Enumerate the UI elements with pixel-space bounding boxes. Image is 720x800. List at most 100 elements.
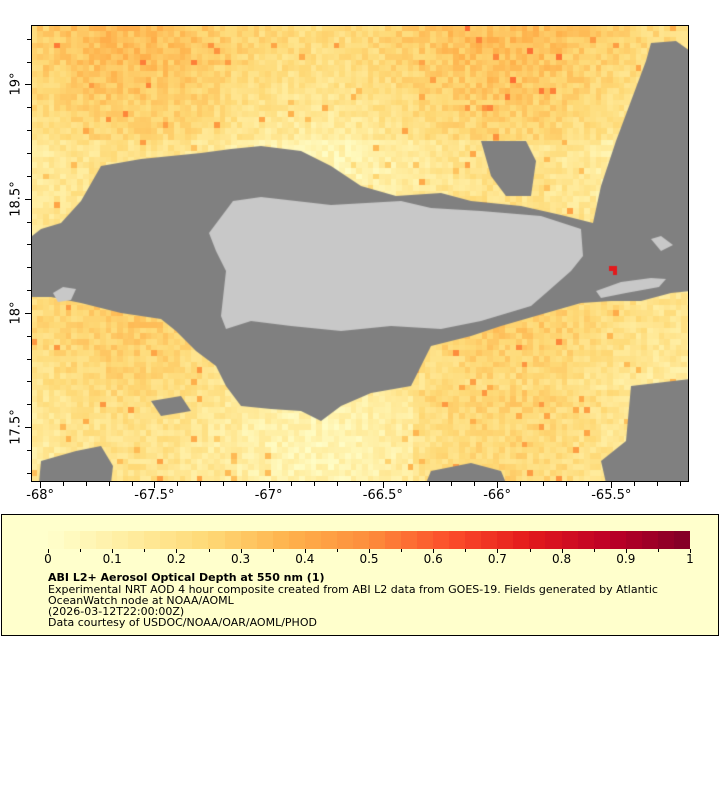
y-axis-tick xyxy=(27,61,31,63)
colorbar-tick xyxy=(369,549,370,553)
x-axis-tick xyxy=(177,482,179,486)
legend-time: (2026-03-12T22:00:00Z) xyxy=(48,605,185,618)
colorbar-segment xyxy=(561,531,578,549)
aod-map xyxy=(31,25,689,482)
y-axis-tick xyxy=(27,381,31,383)
colorbar-segment xyxy=(64,531,81,549)
colorbar-label: 0.1 xyxy=(102,552,122,566)
colorbar-segment xyxy=(609,531,626,549)
colorbar-tick xyxy=(657,549,659,552)
colorbar-segment xyxy=(545,531,562,549)
colorbar-segment xyxy=(641,531,658,549)
colorbar-segment xyxy=(384,531,402,549)
y-axis-tick xyxy=(27,38,31,40)
colorbar-segment xyxy=(80,531,97,549)
y-axis-tick xyxy=(27,335,31,337)
colorbar-tick xyxy=(465,549,467,552)
colorbar-segment xyxy=(433,531,450,549)
x-axis-tick xyxy=(634,482,636,486)
colorbar-segment xyxy=(368,531,385,549)
y-axis-tick xyxy=(27,107,31,109)
colorbar-segment xyxy=(256,531,273,549)
colorbar-tick xyxy=(593,549,595,552)
x-axis-label: -66.5° xyxy=(362,488,403,503)
colorbar-segment xyxy=(657,531,674,549)
y-axis-tick xyxy=(27,358,31,360)
y-axis-tick xyxy=(27,152,31,154)
x-axis-tick xyxy=(360,482,361,486)
y-axis-tick xyxy=(27,175,31,177)
colorbar-segment xyxy=(465,531,482,549)
y-axis-tick xyxy=(27,267,31,269)
x-axis-tick xyxy=(657,482,658,486)
colorbar-tick xyxy=(433,549,435,553)
x-axis-tick xyxy=(108,482,110,486)
y-axis-tick xyxy=(27,244,31,246)
y-axis-tick xyxy=(25,84,31,86)
x-axis-tick xyxy=(542,482,544,486)
x-axis-label: -66° xyxy=(483,488,511,503)
x-axis-tick xyxy=(154,482,156,488)
colorbar-label: 0 xyxy=(44,552,52,566)
colorbar-tick xyxy=(144,549,146,552)
colorbar-label: 0.2 xyxy=(166,552,186,566)
x-axis-tick xyxy=(474,482,476,486)
x-axis-tick xyxy=(200,482,202,486)
colorbar-segment xyxy=(449,531,466,549)
colorbar-segment xyxy=(208,531,225,549)
colorbar-segment xyxy=(240,531,257,549)
y-axis-tick xyxy=(27,450,31,451)
x-axis-label: -65.5° xyxy=(591,488,632,503)
x-axis-tick xyxy=(222,482,224,486)
colorbar-segment xyxy=(144,531,161,549)
x-axis-tick xyxy=(314,482,316,486)
x-axis-tick xyxy=(382,482,384,488)
colorbar-label: 1 xyxy=(686,552,694,566)
legend-title: ABI L2+ Aerosol Optical Depth at 550 nm … xyxy=(48,571,325,584)
colorbar-tick xyxy=(690,549,691,553)
x-axis-tick xyxy=(85,482,87,486)
colorbar-label: 0.7 xyxy=(487,552,507,566)
colorbar-segment xyxy=(513,531,530,549)
colorbar-tick xyxy=(625,549,627,553)
legend-panel: 0 0.1 0.2 0.3 0.4 0.5 0.6 0.7 0.8 0.9 1 ABI L2+ Ae… xyxy=(1,514,719,636)
x-axis-tick xyxy=(565,482,567,486)
x-axis-label: -67° xyxy=(254,488,283,503)
colorbar-segment xyxy=(481,531,498,549)
colorbar-label: 0.4 xyxy=(295,552,315,566)
colorbar xyxy=(48,531,690,549)
colorbar-label: 0.8 xyxy=(552,552,572,566)
colorbar-segment xyxy=(176,531,193,549)
x-axis-tick xyxy=(679,482,681,486)
x-axis-tick xyxy=(268,482,270,488)
x-axis-tick xyxy=(497,482,499,488)
legend-description-cont: OceanWatch node at NOAA/AOML xyxy=(48,594,234,607)
colorbar-segment xyxy=(160,531,177,549)
colorbar-segment xyxy=(288,531,305,549)
colorbar-segment xyxy=(529,531,546,549)
colorbar-tick xyxy=(208,549,210,552)
y-axis-label: 19° xyxy=(8,72,24,96)
y-axis-tick xyxy=(25,198,31,200)
colorbar-segment xyxy=(224,531,241,549)
colorbar-tick xyxy=(529,549,531,552)
y-axis-tick xyxy=(25,427,31,429)
colorbar-segment xyxy=(192,531,209,549)
colorbar-tick xyxy=(176,549,178,553)
y-axis-tick xyxy=(27,404,31,406)
colorbar-tick xyxy=(272,549,274,552)
colorbar-segment xyxy=(320,531,337,549)
colorbar-segment xyxy=(673,531,690,549)
x-axis-tick xyxy=(405,482,407,486)
colorbar-segment xyxy=(304,531,321,549)
colorbar-segment xyxy=(593,531,610,549)
colorbar-segment xyxy=(272,531,289,549)
colorbar-label: 0.6 xyxy=(423,552,443,566)
y-axis-tick xyxy=(25,312,31,314)
colorbar-segment xyxy=(497,531,514,549)
colorbar-segment xyxy=(417,531,434,549)
colorbar-tick xyxy=(336,549,338,552)
x-axis-tick xyxy=(40,482,42,488)
y-axis-label: 17.5° xyxy=(8,409,24,445)
colorbar-tick xyxy=(304,549,306,553)
